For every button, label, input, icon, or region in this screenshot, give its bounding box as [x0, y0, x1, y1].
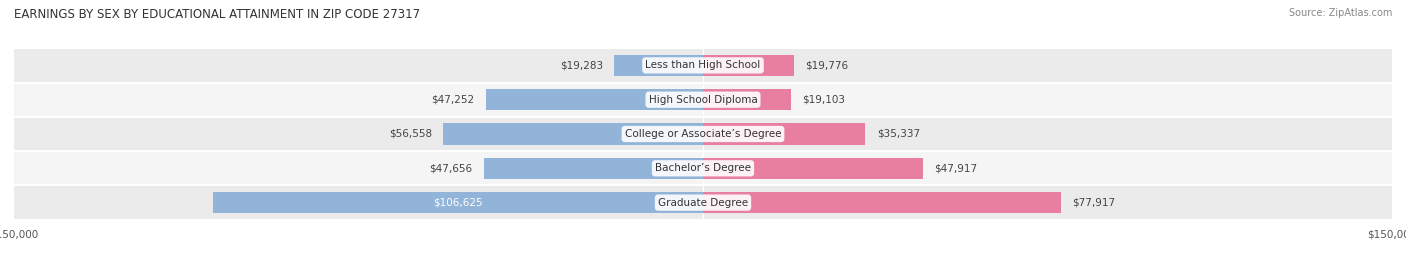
Text: Bachelor’s Degree: Bachelor’s Degree [655, 163, 751, 173]
Text: High School Diploma: High School Diploma [648, 95, 758, 105]
Text: Less than High School: Less than High School [645, 60, 761, 70]
Text: $56,558: $56,558 [388, 129, 432, 139]
Text: EARNINGS BY SEX BY EDUCATIONAL ATTAINMENT IN ZIP CODE 27317: EARNINGS BY SEX BY EDUCATIONAL ATTAINMEN… [14, 8, 420, 21]
Bar [484, 158, 703, 179]
Bar [14, 48, 1392, 83]
Text: $19,283: $19,283 [560, 60, 603, 70]
Text: $77,917: $77,917 [1073, 198, 1115, 208]
Bar [486, 89, 703, 110]
Text: Graduate Degree: Graduate Degree [658, 198, 748, 208]
Bar [14, 151, 1392, 185]
Text: College or Associate’s Degree: College or Associate’s Degree [624, 129, 782, 139]
Text: $19,776: $19,776 [806, 60, 848, 70]
Bar [703, 158, 924, 179]
Bar [703, 55, 794, 76]
Bar [703, 192, 1062, 213]
Bar [443, 123, 703, 145]
Bar [14, 83, 1392, 117]
Bar [214, 192, 703, 213]
Bar [614, 55, 703, 76]
Text: $47,656: $47,656 [429, 163, 472, 173]
Text: $47,917: $47,917 [935, 163, 977, 173]
Text: Source: ZipAtlas.com: Source: ZipAtlas.com [1288, 8, 1392, 18]
Bar [14, 117, 1392, 151]
Text: $35,337: $35,337 [877, 129, 920, 139]
Text: $47,252: $47,252 [432, 95, 474, 105]
Bar [703, 89, 790, 110]
Text: $19,103: $19,103 [803, 95, 845, 105]
Bar [14, 185, 1392, 220]
Text: $106,625: $106,625 [433, 198, 482, 208]
Bar [703, 123, 865, 145]
